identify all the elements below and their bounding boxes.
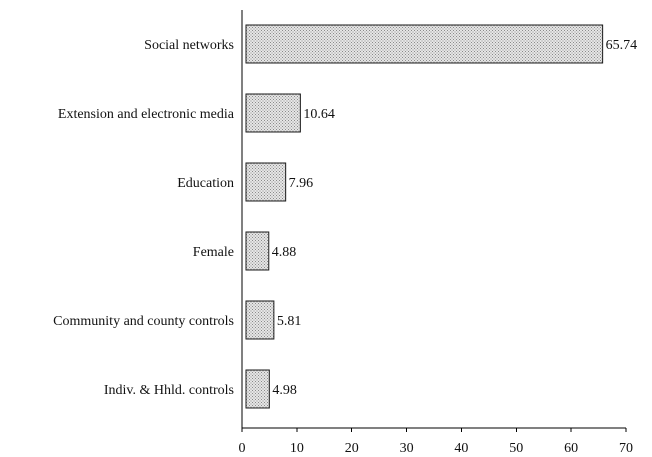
- bars: [245, 24, 604, 409]
- x-tick-label: 30: [400, 441, 414, 456]
- x-tick-label: 50: [509, 441, 523, 456]
- axes: [241, 10, 626, 429]
- value-labels: 65.74 10.64 7.96 4.88 5.81 4.98: [272, 38, 637, 398]
- category-label: Indiv. & Hhld. controls: [104, 383, 234, 398]
- category-label: Community and county controls: [53, 314, 234, 329]
- value-label: 4.88: [272, 245, 297, 260]
- value-label: 65.74: [606, 38, 638, 53]
- bar: [245, 369, 270, 409]
- bar: [245, 300, 275, 340]
- x-tick-label: 40: [454, 441, 468, 456]
- bar: [245, 231, 270, 271]
- x-tick-label: 10: [290, 441, 304, 456]
- x-tick-label: 0: [239, 441, 246, 456]
- value-label: 10.64: [303, 107, 335, 122]
- value-label: 5.81: [277, 314, 302, 329]
- x-tick-label: 20: [345, 441, 359, 456]
- x-axis-ticks: 0 10 20 30 40 50 60 70: [239, 428, 633, 456]
- category-labels: Social networks Extension and electronic …: [53, 38, 235, 398]
- category-label: Education: [177, 176, 234, 191]
- x-tick-label: 70: [619, 441, 633, 456]
- category-label: Female: [193, 245, 234, 260]
- value-label: 7.96: [289, 176, 314, 191]
- value-label: 4.98: [272, 383, 297, 398]
- category-label: Extension and electronic media: [58, 107, 235, 122]
- category-label: Social networks: [144, 38, 234, 53]
- bar: [245, 162, 287, 202]
- bar: [245, 24, 604, 64]
- bar: [245, 93, 301, 133]
- x-tick-label: 60: [564, 441, 578, 456]
